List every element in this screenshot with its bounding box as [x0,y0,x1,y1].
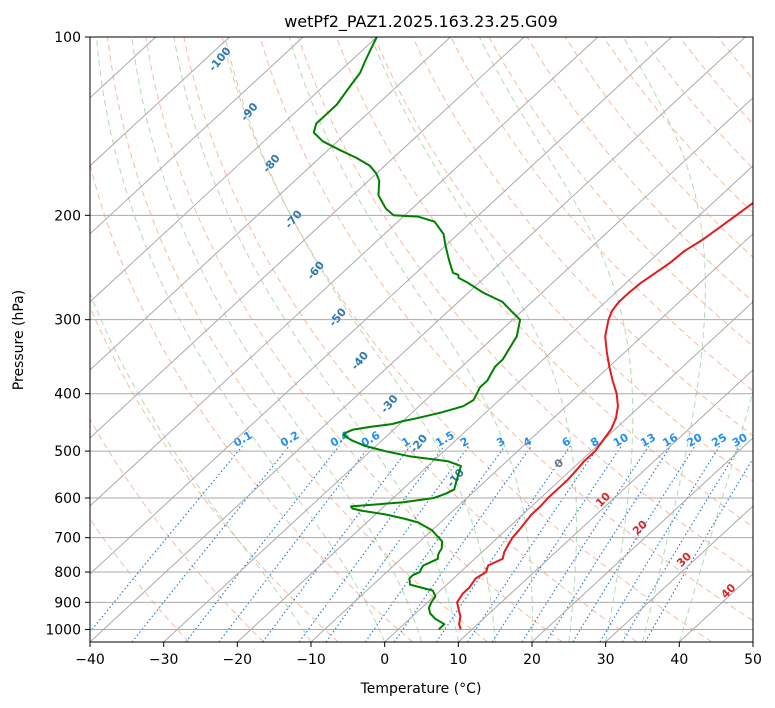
dry-adiabat [488,37,753,347]
mixing-ratio-line [435,445,571,642]
y-tick-label: 300 [54,313,81,329]
mixing-ratio-line [491,445,622,642]
moist-adiabat [288,37,533,642]
moist-adiabat [224,37,496,642]
axes: −40 −30 −20 −10 0 10 20 30 40 50 100 200 300 400 500 60… [45,30,762,668]
dry-adiabat [297,37,753,575]
isotherm [90,37,378,303]
isotherm [310,233,753,642]
x-tick-label: −20 [223,652,253,668]
y-tick-label: 200 [54,208,81,224]
isotherm [90,37,746,642]
x-tick-label: 50 [744,652,762,668]
isotherm [90,37,599,507]
mixing-ratio-line [467,445,600,642]
plot-frame [89,36,754,643]
isotherm [236,165,753,642]
chart-title: wetPf2_PAZ1.2025.163.23.25.G09 [284,12,558,32]
isotherm [384,301,753,642]
mixing-ratio-line [185,445,340,642]
dry-adiabat [374,37,753,482]
moist-adiabat [370,37,578,642]
dry-adiabat [526,37,753,303]
mixing-ratio-label: 36 [751,431,771,450]
moist-adiabat [173,37,459,642]
moist-adiabat [622,37,706,642]
isotherm [163,97,753,642]
y-tick-label: 600 [54,491,81,507]
y-tick-label: 900 [54,595,81,611]
dry-adiabat [90,418,264,642]
x-tick-label: −40 [75,652,105,668]
y-tick-label: 100 [54,30,81,46]
dry-adiabat [183,37,638,642]
y-tick-label: 800 [54,565,81,581]
mixing-ratio-line [218,445,371,642]
mixing-ratio-line [572,445,696,642]
isotherm [90,37,230,167]
x-tick-label: 20 [523,652,541,668]
dry-adiabat [145,37,563,642]
mixing-ratio-line [521,445,650,642]
isotherm [90,37,304,235]
dry-adiabat [450,37,753,392]
mixing-ratio-line [621,445,741,642]
moist-adiabat [96,37,386,642]
dry-adiabat [335,37,753,528]
mixing-ratio-line [325,445,470,642]
y-tick-label: 400 [54,387,81,403]
mixing-ratio-line [262,445,411,642]
isotherm [90,37,672,575]
x-tick-label: 0 [380,652,389,668]
moist-adiabat [678,390,753,642]
x-tick-label: 10 [449,652,467,668]
isotherm [605,505,753,642]
dewpoint-trace [312,37,522,631]
x-axis-label: Temperature (°C) [360,681,482,697]
isotherm [90,37,525,439]
mixing-ratio-line [644,457,753,642]
y-tick-label: 1000 [45,622,81,638]
isotherm [531,437,753,642]
moist-adiabat [478,37,634,642]
x-tick-label: 40 [670,652,688,668]
x-tick-label: −10 [296,652,326,668]
isotherm [457,369,753,642]
temperature-trace [456,201,753,630]
dry-adiabat [90,162,414,642]
moist-adiabat [131,37,422,642]
y-tick-label: 700 [54,531,81,547]
y-axis-label: Pressure (hPa) [11,290,27,390]
mixing-ratio-line [545,445,672,642]
x-tick-label: −30 [149,652,179,668]
y-tick-label: 500 [54,444,81,460]
x-tick-label: 30 [597,652,615,668]
isotherm [90,37,451,371]
dry-adiabat [259,37,753,622]
dry-adiabat [412,37,753,437]
mixing-ratio-line [364,445,506,642]
mixing-ratio-line [599,445,721,642]
